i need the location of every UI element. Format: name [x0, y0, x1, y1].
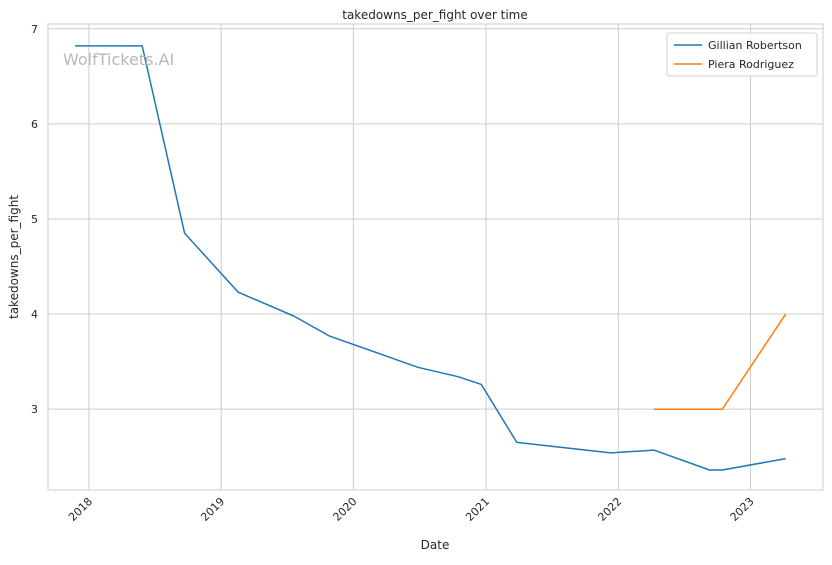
series-line-1 — [653, 313, 787, 410]
y-tick-label: 4 — [31, 308, 38, 321]
x-tick-labels: 2018 2019 2020 2021 2022 2023 — [66, 495, 757, 524]
grid — [48, 24, 823, 490]
y-tick-label: 3 — [31, 403, 38, 416]
y-tick-labels: 3 4 5 6 7 — [31, 23, 38, 416]
x-tick-label: 2021 — [463, 495, 492, 524]
legend: Gillian Robertson Piera Rodriguez — [666, 32, 818, 77]
series-layer — [75, 45, 787, 471]
y-tick-label: 5 — [31, 213, 38, 226]
x-tick-label: 2019 — [198, 495, 227, 524]
x-axis-title: Date — [421, 538, 450, 552]
x-tick-label: 2020 — [331, 495, 360, 524]
legend-label: Piera Rodriguez — [708, 58, 794, 71]
y-tick-label: 7 — [31, 23, 38, 36]
y-axis-title: takedowns_per_fight — [7, 195, 21, 319]
legend-items: Gillian Robertson Piera Rodriguez — [674, 39, 802, 71]
x-tick-label: 2022 — [595, 495, 624, 524]
series-line-0 — [75, 45, 786, 471]
x-tick-label: 2023 — [728, 495, 757, 524]
legend-box — [666, 32, 818, 77]
watermark-text: WolfTickets.AI — [63, 50, 174, 69]
x-tick-label: 2018 — [66, 495, 95, 524]
plot-frame — [47, 23, 824, 491]
y-tick-label: 6 — [31, 118, 38, 131]
chart-title: takedowns_per_fight over time — [342, 8, 528, 22]
legend-label: Gillian Robertson — [708, 39, 802, 52]
